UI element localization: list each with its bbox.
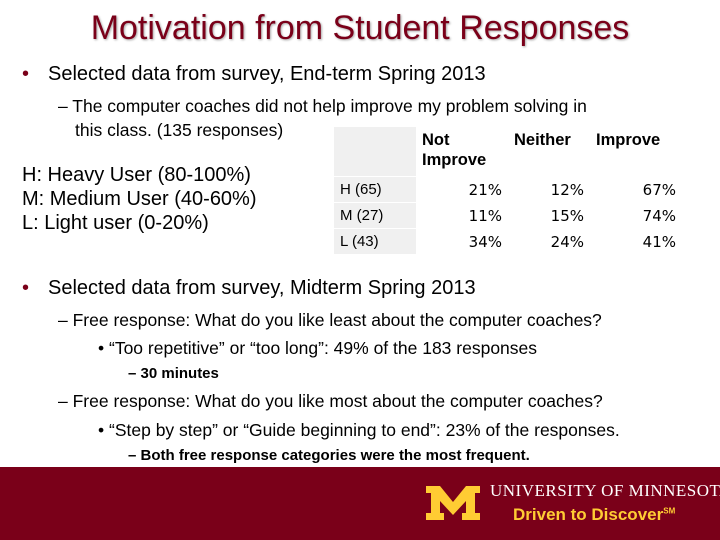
answer-most: • “Step by step” or “Guide beginning to … [98, 420, 620, 441]
bullet-endterm: • Selected data from survey, End-term Spr… [22, 62, 486, 86]
table-header-neither: Neither [508, 127, 590, 177]
row-label-medium: M (27) [334, 202, 416, 229]
note-most: – Both free response categories were the… [128, 447, 530, 464]
legend-medium: M: Medium User (40-60%) [22, 188, 257, 210]
cell-value: 34% [416, 228, 508, 254]
answer-most-text: “Step by step” or “Guide beginning to en… [109, 420, 620, 440]
answer-least-text: “Too repetitive” or “too long”: 49% of t… [109, 338, 538, 358]
bullet-dot: • [98, 420, 109, 440]
table-header-not-improve: Not Improve [416, 127, 508, 177]
answer-least: • “Too repetitive” or “too long”: 49% of… [98, 338, 537, 359]
sub-bullet-most: – Free response: What do you like most a… [58, 391, 603, 411]
university-m-logo-icon [426, 486, 480, 520]
user-legend: H: Heavy User (80-100%) M: Medium User (… [22, 163, 257, 235]
table-row: H (65) 21% 12% 67% [334, 176, 682, 203]
bullet-dot: • [98, 338, 109, 358]
cell-value: 67% [590, 176, 682, 203]
row-label-heavy: H (65) [334, 176, 416, 203]
cell-value: 74% [590, 202, 682, 229]
cell-value: 15% [508, 202, 590, 229]
page-title: Motivation from Student Responses [90, 9, 630, 47]
cell-value: 11% [416, 202, 508, 229]
sub-bullet-survey-question-cont: this class. (135 responses) [75, 120, 284, 140]
bullet-dot: • [22, 277, 30, 299]
university-tagline: Driven to DiscoverSM [513, 505, 675, 525]
sub-bullet-survey-question: – The computer coaches did not help impr… [58, 96, 587, 116]
bullet-midterm: • Selected data from survey, Midterm Spri… [22, 276, 476, 300]
legend-heavy: H: Heavy User (80-100%) [22, 164, 251, 186]
footer-bar: UNIVERSITY OF MINNESOTA Driven to Discov… [0, 467, 720, 540]
table-header-corner [334, 127, 416, 177]
cell-value: 24% [508, 228, 590, 254]
tagline-mark: SM [663, 506, 676, 516]
cell-value: 21% [416, 176, 508, 203]
bullet-midterm-text: Selected data from survey, Midterm Sprin… [48, 277, 476, 299]
row-label-light: L (43) [334, 228, 416, 254]
table-row: M (27) 11% 15% 74% [334, 202, 682, 229]
table-row: L (43) 34% 24% 41% [334, 228, 682, 254]
bullet-endterm-text: Selected data from survey, End-term Spri… [48, 63, 486, 85]
survey-table: Not Improve Neither Improve H (65) 21% 1… [334, 127, 682, 254]
table-header-row: Not Improve Neither Improve [334, 127, 682, 177]
table-header-improve: Improve [590, 127, 682, 177]
cell-value: 12% [508, 176, 590, 203]
bullet-dot: • [22, 63, 30, 85]
sub-bullet-least: – Free response: What do you like least … [58, 310, 602, 330]
university-name: UNIVERSITY OF MINNESOTA [490, 481, 720, 500]
legend-light: L: Light user (0-20%) [22, 212, 209, 234]
tagline-text: Driven to Discover [513, 505, 664, 524]
cell-value: 41% [590, 228, 682, 254]
note-least: – 30 minutes [128, 365, 219, 382]
